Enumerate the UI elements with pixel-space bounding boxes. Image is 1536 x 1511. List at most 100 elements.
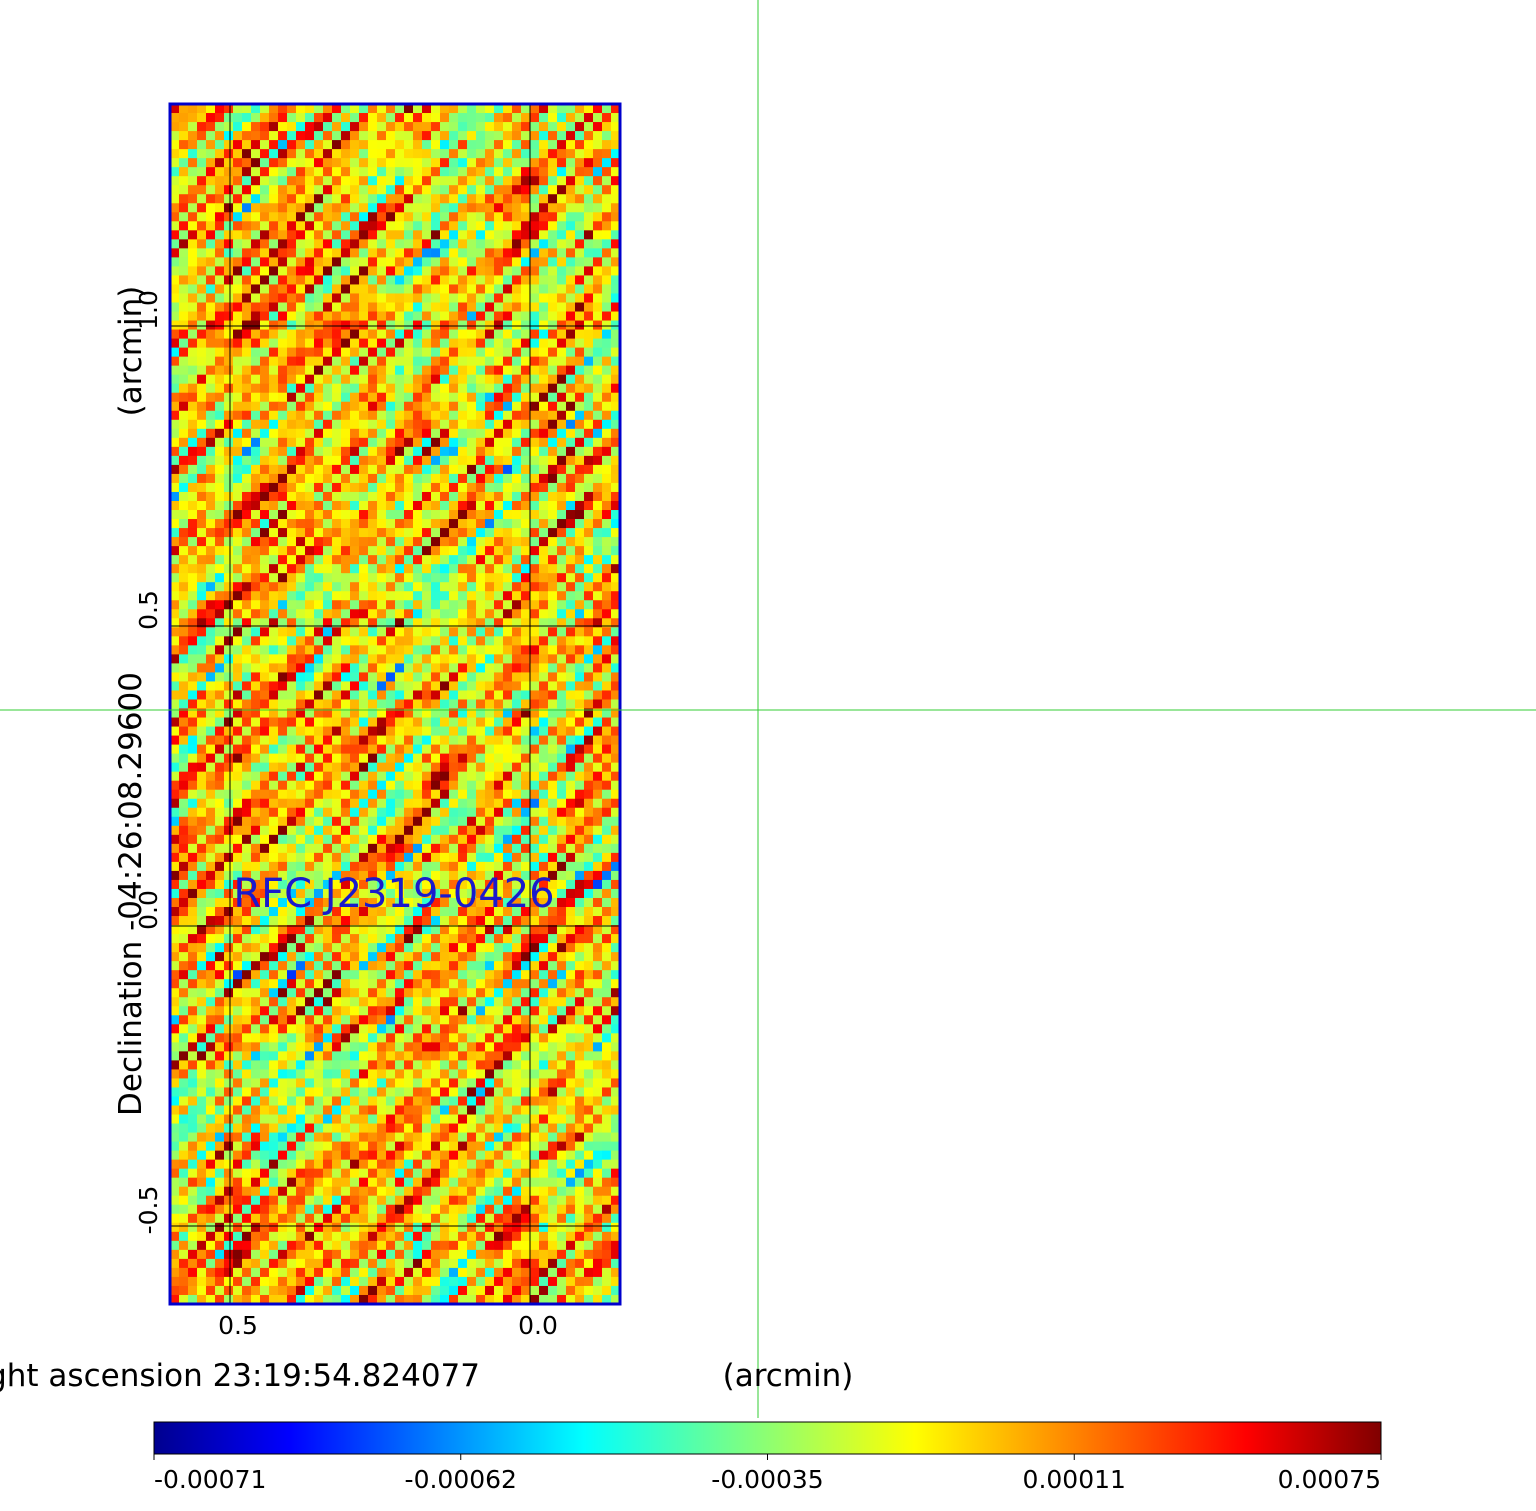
heatmap-cell (431, 762, 441, 773)
heatmap-cell (449, 248, 459, 258)
heatmap-cell (566, 230, 576, 240)
heatmap-cell (278, 320, 288, 331)
heatmap-cell (548, 771, 558, 782)
heatmap-cell (341, 762, 351, 773)
heatmap-cell (341, 888, 351, 899)
heatmap-cell (485, 356, 495, 367)
heatmap-cell (287, 320, 297, 331)
heatmap-cell (476, 735, 486, 746)
heatmap-cell (179, 879, 189, 890)
heatmap-cell (404, 753, 414, 764)
heatmap-cell (323, 131, 333, 141)
heatmap-cell (359, 780, 369, 791)
heatmap-cell (170, 284, 180, 295)
heatmap-cell (314, 555, 324, 565)
heatmap-cell (458, 149, 468, 159)
heatmap-cell (467, 916, 477, 926)
heatmap-cell (503, 925, 513, 935)
heatmap-cell (449, 356, 459, 367)
heatmap-cell (287, 104, 297, 114)
heatmap-cell (593, 528, 603, 538)
heatmap-cell (431, 293, 441, 304)
heatmap-cell (377, 708, 387, 719)
heatmap-cell (413, 293, 423, 304)
heatmap-cell (377, 753, 387, 764)
heatmap-cell (350, 546, 360, 556)
heatmap-cell (602, 419, 612, 430)
heatmap-cell (521, 834, 531, 845)
heatmap-cell (215, 158, 225, 168)
heatmap-cell (449, 717, 459, 728)
heatmap-cell (404, 302, 414, 313)
heatmap-cell (269, 979, 279, 989)
heatmap-cell (188, 861, 198, 872)
heatmap-cell (269, 356, 279, 367)
heatmap-cell (305, 149, 315, 159)
heatmap-cell (179, 347, 189, 358)
heatmap-cell (575, 113, 585, 123)
heatmap-cell (278, 816, 288, 827)
heatmap-cell (494, 482, 504, 493)
heatmap-cell (197, 708, 207, 719)
heatmap-cell (206, 636, 216, 646)
heatmap-cell (323, 113, 333, 123)
heatmap-cell (575, 744, 585, 755)
heatmap-cell (404, 113, 414, 123)
heatmap-cell (269, 248, 279, 258)
heatmap-cell (467, 546, 477, 556)
heatmap-cell (593, 437, 603, 448)
heatmap-cell (368, 419, 378, 430)
heatmap-cell (224, 555, 234, 565)
heatmap-cell (287, 311, 297, 322)
heatmap-cell (188, 510, 198, 520)
heatmap-cell (521, 293, 531, 304)
heatmap-cell (584, 979, 594, 989)
heatmap-cell (422, 591, 432, 601)
heatmap-cell (485, 410, 495, 421)
heatmap-cell (305, 780, 315, 791)
heatmap-cell (467, 374, 477, 385)
heatmap-cell (458, 798, 468, 809)
heatmap-cell (611, 753, 620, 764)
heatmap-cell (440, 401, 450, 412)
heatmap-cell (566, 356, 576, 367)
heatmap-cell (593, 248, 603, 258)
heatmap-cell (503, 347, 513, 358)
heatmap-cell (251, 428, 261, 439)
heatmap-cell (377, 825, 387, 836)
heatmap-cell (368, 780, 378, 791)
heatmap-cell (485, 482, 495, 493)
heatmap-cell (179, 104, 189, 114)
heatmap-cell (530, 771, 540, 782)
heatmap-cell (359, 879, 369, 890)
heatmap-cell (422, 239, 432, 249)
heatmap-cell (359, 221, 369, 231)
heatmap-cell (386, 419, 396, 430)
heatmap-cell (494, 257, 504, 267)
heatmap-cell (395, 907, 405, 917)
heatmap-cell (404, 672, 414, 683)
heatmap-cell (332, 284, 342, 295)
heatmap-cell (413, 870, 423, 881)
heatmap-cell (449, 952, 459, 962)
heatmap-cell (602, 916, 612, 926)
heatmap-cell (530, 491, 540, 502)
heatmap-cell (287, 825, 297, 836)
heatmap-cell (386, 401, 396, 412)
heatmap-cell (179, 329, 189, 340)
heatmap-cell (296, 672, 306, 683)
heatmap-cell (170, 897, 180, 908)
heatmap-cell (539, 537, 549, 547)
heatmap-cell (467, 528, 477, 538)
heatmap-cell (305, 663, 315, 674)
heatmap-cell (566, 329, 576, 340)
heatmap-cell (386, 131, 396, 141)
heatmap-cell (260, 491, 270, 502)
heatmap-cell (593, 392, 603, 403)
heatmap-cell (530, 735, 540, 746)
heatmap-cell (503, 158, 513, 168)
heatmap-cell (431, 943, 441, 953)
heatmap-cell (359, 907, 369, 917)
heatmap-cell (368, 482, 378, 493)
heatmap-cell (611, 907, 620, 917)
